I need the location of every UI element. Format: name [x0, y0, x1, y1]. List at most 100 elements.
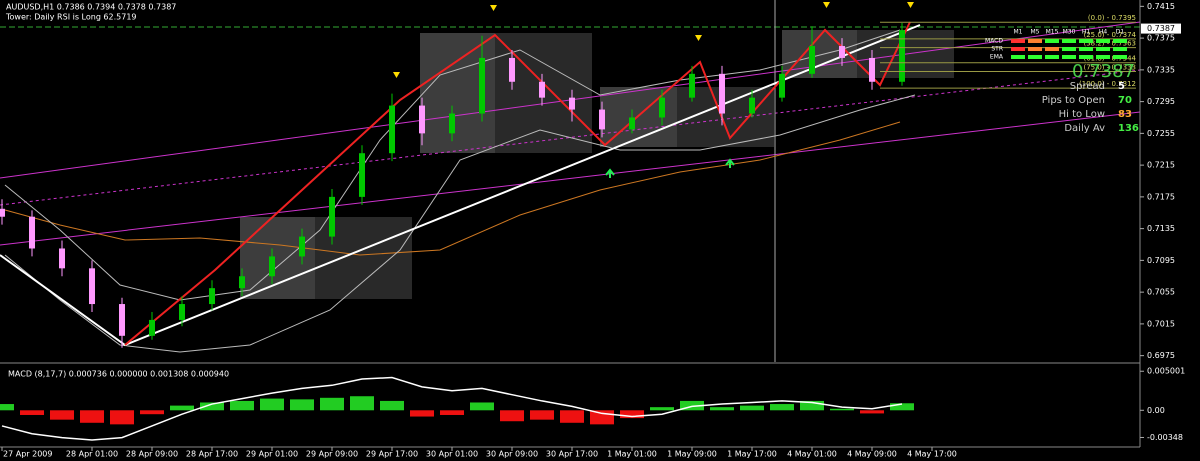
x-tick-label: 28 Apr 17:00 [186, 450, 238, 459]
fib-label: (38.2) - 0.7363 [1083, 40, 1136, 48]
macd-bar [710, 407, 734, 411]
channel-line [0, 111, 1141, 246]
candle-body [749, 97, 755, 114]
candle-body [809, 46, 815, 74]
stat-label: Daily Av [1064, 123, 1105, 134]
x-tick-label: 29 Apr 17:00 [366, 450, 418, 459]
macd-bar [590, 410, 614, 425]
macd-bar [530, 410, 554, 420]
macd-bar [170, 405, 194, 411]
signal-cell [1045, 47, 1059, 51]
bollinger-lower [4, 94, 916, 353]
x-tick-label: 28 Apr 09:00 [126, 450, 178, 459]
channel-line [0, 69, 1141, 206]
x-tick-label: 1 May 01:00 [607, 450, 657, 459]
macd-bar [320, 397, 344, 411]
x-tick-label: 30 Apr 09:00 [486, 450, 538, 459]
signal-cell [1011, 47, 1025, 51]
macd-bar [410, 410, 434, 417]
signal-cell [1028, 47, 1042, 51]
timeframe-label: M1 [1014, 29, 1023, 36]
signal-cell [1079, 55, 1093, 59]
signal-cell [1113, 55, 1127, 59]
signal-cell [1113, 39, 1127, 43]
fib-label: (0.0) - 0.7395 [1088, 14, 1136, 22]
stat-value: 5 [1118, 81, 1125, 92]
signal-arrow [605, 158, 735, 178]
macd-bar [560, 410, 584, 423]
x-tick-label: 29 Apr 01:00 [246, 450, 298, 459]
signal-cell [1045, 55, 1059, 59]
y-tick-label: 0.7375 [1147, 34, 1175, 43]
macd-bar [380, 400, 404, 411]
macd-bar [350, 396, 374, 411]
y-tick-label: 0.7295 [1147, 97, 1175, 106]
big-price: 0.7387 [1072, 61, 1135, 82]
zigzag [124, 21, 911, 346]
current-price-box [1141, 23, 1181, 34]
macd-bar [740, 405, 764, 411]
signal-cell [1062, 39, 1076, 43]
macd-bar [440, 410, 464, 415]
timeframe-label: M15 [1046, 29, 1059, 36]
candle-body [29, 216, 35, 249]
candle-body [0, 208, 5, 217]
x-tick-label: 4 May 17:00 [907, 450, 957, 459]
macd-bar [830, 408, 854, 411]
candle-body [899, 30, 905, 82]
candle-body [689, 73, 695, 98]
candle-body [599, 109, 605, 130]
signal-cell [1096, 39, 1110, 43]
macd-bar [20, 410, 44, 415]
candle-body [59, 248, 65, 269]
candle-body [569, 97, 575, 110]
stat-value: 83 [1118, 109, 1132, 120]
x-tick-label: 1 May 17:00 [727, 450, 777, 459]
candle-body [329, 196, 335, 237]
macd-bar [890, 403, 914, 411]
signal-cell [1096, 55, 1110, 59]
candle-body [89, 268, 95, 305]
candle-body [359, 153, 365, 197]
macd-bar [0, 404, 14, 411]
x-tick-label: 27 Apr 2009 [3, 450, 52, 459]
stat-value: 136 [1118, 123, 1139, 134]
signal-cell [1045, 39, 1059, 43]
candle-body [239, 276, 245, 289]
macd-bar [680, 400, 704, 411]
signal-cell [1028, 55, 1042, 59]
signal-row-label: MACD [985, 38, 1003, 45]
y-tick-label: 0.6975 [1147, 351, 1175, 360]
macd-bar [140, 410, 164, 415]
drawings [0, 0, 1141, 362]
candle-body [659, 97, 665, 118]
candle-body [719, 73, 725, 114]
y-tick-label: -0.00348 [1147, 433, 1183, 442]
signal-cell [1011, 39, 1025, 43]
macd-bar [800, 400, 824, 411]
stat-label: Hi to Low [1059, 109, 1105, 120]
y-tick-label: 0.00 [1147, 406, 1165, 415]
macd-bar [110, 410, 134, 425]
candle-body [269, 256, 275, 277]
y-tick-label: 0.7255 [1147, 129, 1175, 138]
fib-label: (61.8) - 0.7344 [1083, 55, 1136, 63]
signal-cell [1079, 39, 1093, 43]
macd-line [1, 376, 903, 441]
candle-body [119, 304, 125, 336]
timeframe-label: H4 [1099, 29, 1108, 36]
candle-body [869, 57, 875, 82]
signal-cell [1011, 55, 1025, 59]
y-tick-label: 0.005001 [1147, 367, 1185, 376]
fib-label: (25.0) - 0.7374 [1083, 31, 1136, 39]
x-tick-label: 29 Apr 09:00 [306, 450, 358, 459]
signal-cell [1062, 47, 1076, 51]
signal-cell [1079, 47, 1093, 51]
stat-value: 70 [1118, 95, 1132, 106]
macd-bar [230, 400, 254, 411]
y-tick-label: 0.7415 [1147, 2, 1175, 11]
x-tick-label: 30 Apr 17:00 [546, 450, 598, 459]
candle-body [179, 304, 185, 320]
